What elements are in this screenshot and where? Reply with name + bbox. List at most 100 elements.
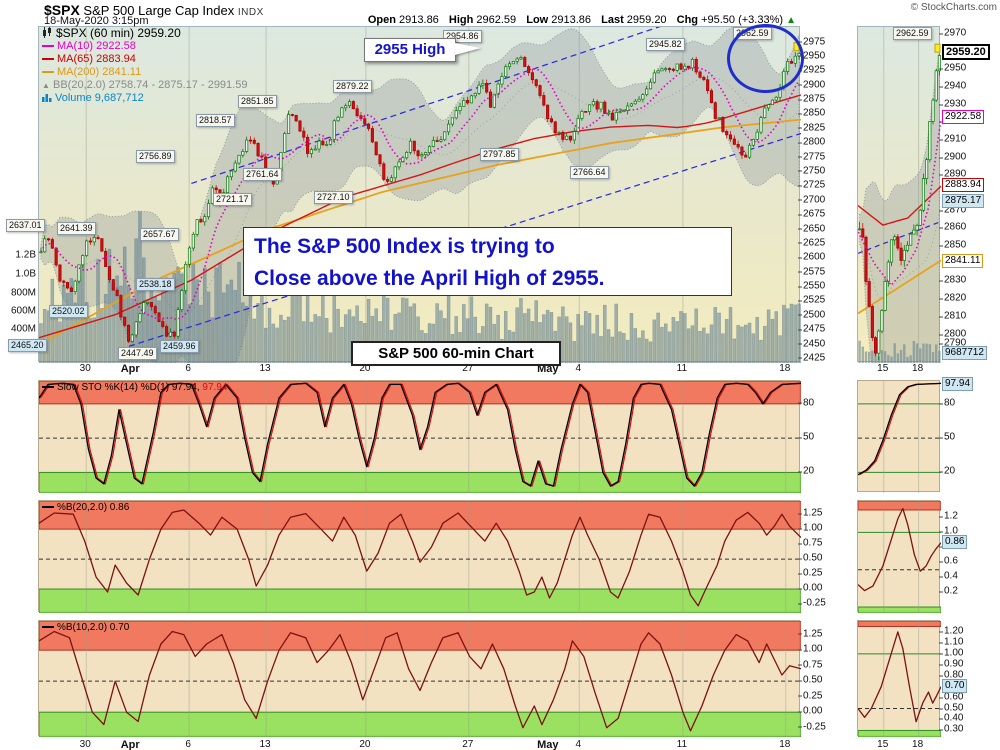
axis-callout-2841.11: 2841.11 [942,254,984,268]
symbol-name: S&P 500 Large Cap Index [79,3,238,18]
mini-x-axis-label: 18 [912,363,924,374]
sto-panel [38,380,801,493]
mini-x-axis-label: 15 [877,739,889,750]
mini-b10-axis-tick: 1.00 [938,647,964,659]
b10-panel [38,620,801,737]
b10-axis-tick: 0.75 [797,659,823,671]
legend-bb: BB(20,2.0) 2758.74 - 2875.17 - 2991.59 [52,79,248,91]
price-axis-tick: 2550 [797,280,826,292]
b10-legend-label: %B(10,2.0) 0.70 [57,622,130,633]
legend-ma10-row: MA(10) 2922.58 [42,40,247,53]
b20-axis-tick: 1.00 [797,522,823,534]
legend-volume: Volume 9,687,712 [55,92,144,104]
b20-axis-tick: 0.50 [797,552,823,564]
axis-callout-0.86: 0.86 [942,535,968,549]
sto-legend-d-value: 97.94 [199,382,228,393]
legend-bb-row: ▲ BB(20,2.0) 2758.74 - 2875.17 - 2991.59 [42,79,247,92]
low-value: 2913.86 [548,14,592,26]
annotation-highlight-ellipse [727,24,804,93]
price-flag-2945.82: 2945.82 [646,38,685,51]
x-axis-label: 20 [359,363,371,374]
mini-price-axis-tick: 2930 [938,98,967,110]
x-axis-label: 4 [575,363,582,374]
bb-cloud-icon: ▲ [42,81,50,90]
mini-b10-axis-tick: 0.40 [938,712,964,724]
mini-price-axis-tick: 2860 [938,221,967,233]
x-axis-label: 18 [779,363,791,374]
b20-axis-tick: 1.25 [797,507,823,519]
x-axis-label: 11 [676,739,688,750]
legend-volume-row: Volume 9,687,712 [42,92,247,105]
b20-mini-panel [857,500,941,613]
price-axis-tick: 2700 [797,194,826,206]
mini-b20-axis-tick: 1.2 [939,510,958,522]
high-label: High [448,14,474,26]
mini-x-axis-label: 15 [877,363,889,374]
axis-callout-2922.58: 2922.58 [942,110,985,124]
quote-line: Open 2913.86 High 2962.59 Low 2913.86 La… [368,14,796,26]
price-flag-2727.10: 2727.10 [314,191,353,204]
sto-mini-panel-svg [858,381,941,493]
price-axis-tick: 2975 [797,36,826,48]
mini-b10-axis-tick: 0.80 [938,669,964,681]
mini-price-axis-tick: 2800 [938,328,967,340]
price-axis-tick: 2650 [797,223,826,235]
x-axis-label: 27 [462,739,474,750]
annotation-2955-high: 2955 High [364,38,456,62]
mini-price-axis-tick: 2910 [938,133,967,145]
price-axis-tick: 2625 [797,237,826,249]
x-axis-label: 30 [79,363,91,374]
ma65-line-sample [42,58,54,61]
x-axis-label: 4 [575,739,582,750]
price-flag-2538.18: 2538.18 [136,278,175,291]
price-axis-tick: 2850 [797,107,826,119]
x-axis-label: 30 [79,739,91,750]
sto-legend: Slow STO %K(14) %D(1) 97.94, 97.94 [42,382,227,393]
price-flag-2818.57: 2818.57 [196,114,235,127]
price-flag-2756.89: 2756.89 [136,150,175,163]
b10-axis-tick: 1.00 [797,643,823,655]
price-flag-2641.39: 2641.39 [57,222,96,235]
axis-callout-9687712: 9687712 [942,346,987,360]
price-flag-2447.49: 2447.49 [118,347,157,360]
chart-header-title: $SPX S&P 500 Large Cap Index INDX [44,2,264,18]
annotation-chart-label: S&P 500 60-min Chart [351,341,561,366]
axis-callout-2959.20: 2959.20 [942,44,990,60]
price-axis-tick: 2925 [797,64,826,76]
b20-axis-tick: 0.25 [797,567,823,579]
axis-callout-97.94: 97.94 [942,377,974,391]
volume-axis-tick: 600M [10,305,36,317]
annotation-message-box: The S&P 500 Index is trying to Close abo… [243,227,732,296]
price-axis-tick: 2800 [797,136,826,148]
chg-label: Chg [676,14,699,26]
volume-axis-tick: 1.2B [15,249,36,261]
mini-price-axis-tick: 2830 [938,274,967,286]
mini-b10-axis-tick: 0.90 [938,658,964,670]
ma10-line-sample [42,45,54,48]
mini-price-axis-tick: 2940 [938,80,967,92]
price-flag-2797.85: 2797.85 [480,148,519,161]
up-arrow-icon: ▲ [786,15,796,26]
price-flag-2459.96: 2459.96 [160,340,199,353]
price-axis-tick: 2775 [797,151,826,163]
x-axis-label: 13 [259,363,271,374]
b10-axis-tick: 0.50 [797,674,823,686]
ma200-line-sample [42,71,54,74]
annotation-pointer [455,43,481,55]
price-axis-tick: 2500 [797,309,826,321]
low-label: Low [526,14,549,26]
price-axis-tick: 2475 [797,323,826,335]
price-flag-2721.17: 2721.17 [213,193,252,206]
mini-b10-axis-tick: 0.60 [938,691,964,703]
x-axis-label: 18 [779,739,791,750]
price-flag-2879.22: 2879.22 [333,80,372,93]
mini-sto-axis-tick: 80 [938,397,956,409]
sto-axis-tick: 80 [797,397,815,409]
b20-panel [38,500,801,613]
b10-panel-svg [39,621,801,737]
b10-axis-tick: 1.25 [797,628,823,640]
mini-price-axis-tick: 2850 [938,239,967,251]
last-label: Last [601,14,624,26]
x-axis-label: 20 [359,739,371,750]
